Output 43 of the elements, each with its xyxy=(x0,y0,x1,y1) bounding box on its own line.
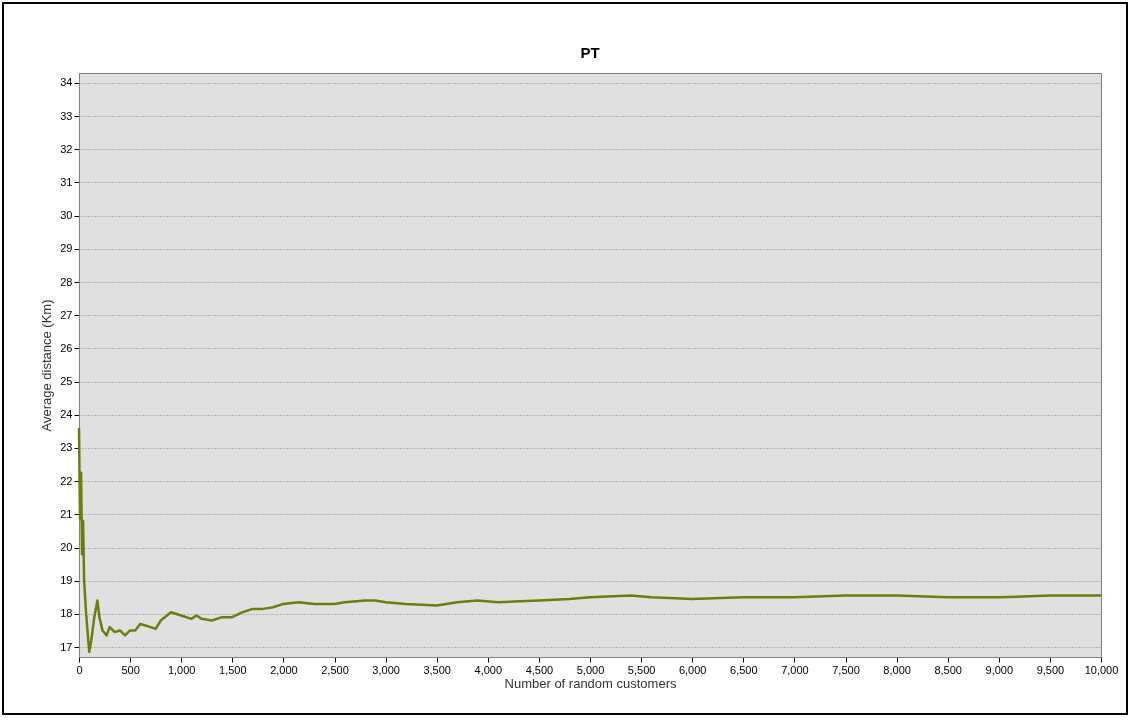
chart-title: PT xyxy=(580,44,600,61)
y-axis-title: Average distance (Km) xyxy=(39,299,55,432)
x-tick-label: 4,500 xyxy=(525,663,554,676)
y-tick-label: 20 xyxy=(60,541,73,553)
y-tick-label: 22 xyxy=(60,474,73,487)
x-tick-label: 1,500 xyxy=(219,663,247,676)
y-tick-label: 19 xyxy=(60,574,73,587)
x-tick-label: 5,000 xyxy=(576,663,605,676)
x-axis-title: Number of random customers xyxy=(504,675,677,691)
y-tick-label: 24 xyxy=(60,408,73,421)
y-tick-label: 23 xyxy=(60,441,73,454)
y-tick-label: 25 xyxy=(60,375,73,388)
y-tick-label: 31 xyxy=(60,176,73,188)
x-tick-label: 8,000 xyxy=(883,663,911,676)
y-tick-label: 29 xyxy=(60,242,73,255)
y-tick-label: 34 xyxy=(60,76,73,89)
line-series xyxy=(77,426,1103,654)
x-tick-label: 6,500 xyxy=(730,663,758,676)
x-tick-label: 500 xyxy=(121,663,140,676)
y-tick-label: 28 xyxy=(60,275,73,288)
x-tick-label: 4,000 xyxy=(474,663,503,676)
y-tick-label: 33 xyxy=(60,109,73,122)
x-tick-label: 10,000 xyxy=(1084,663,1119,676)
x-tick-label: 7,500 xyxy=(832,663,860,676)
y-tick-label: 26 xyxy=(60,341,73,354)
x-tick-label: 2,000 xyxy=(270,663,298,676)
y-tick-label: 32 xyxy=(60,142,73,155)
y-tick-label: 17 xyxy=(60,640,73,653)
y-tick-label: 18 xyxy=(60,607,73,620)
x-tick-label: 6,000 xyxy=(678,663,707,676)
x-tick-label: 2,500 xyxy=(321,663,349,676)
y-tick-label: 30 xyxy=(60,209,73,222)
x-tick-label: 0 xyxy=(76,663,83,676)
x-tick-label: 7,000 xyxy=(781,663,809,676)
x-tick-label: 1,000 xyxy=(167,663,196,676)
x-tick-label: 3,000 xyxy=(372,663,400,676)
x-tick-label: 5,500 xyxy=(627,663,656,676)
x-tick-label: 3,500 xyxy=(423,663,451,676)
y-tick-label: 27 xyxy=(60,308,73,321)
x-tick-label: 9,000 xyxy=(985,663,1014,676)
y-tick-label: 21 xyxy=(60,507,73,520)
x-tick-label: 8,500 xyxy=(934,663,962,676)
x-tick-label: 9,500 xyxy=(1036,663,1065,676)
